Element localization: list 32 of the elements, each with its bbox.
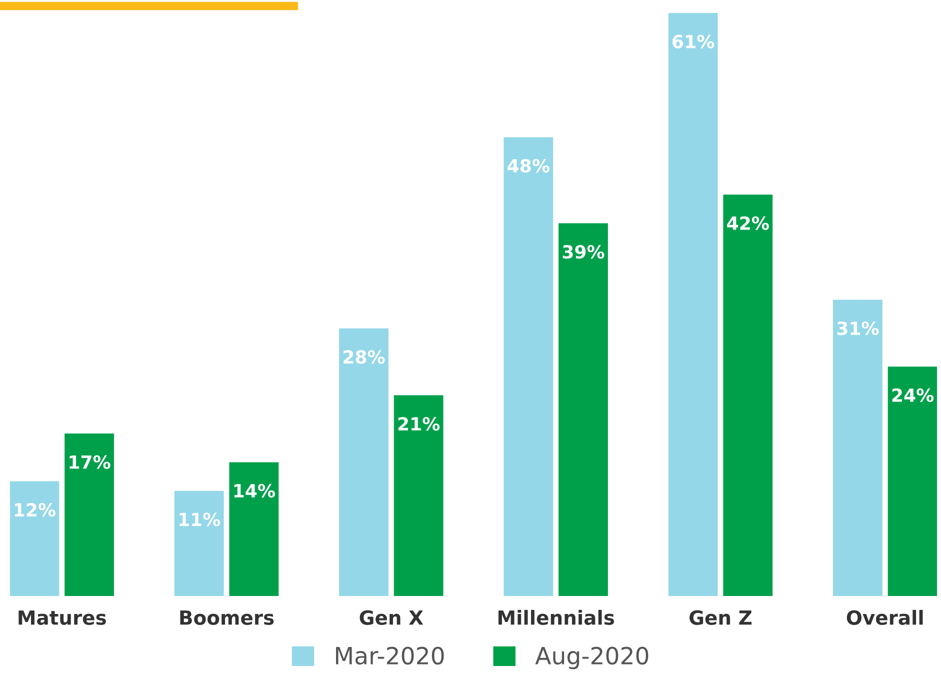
bar (723, 194, 773, 596)
data-label: 28% (344, 350, 385, 364)
x-tick-label: Boomers (180, 610, 274, 625)
data-label: 24% (892, 388, 934, 402)
bar (64, 434, 114, 596)
bar (174, 490, 224, 596)
x-tick-label: Millennials (498, 610, 614, 625)
bar (558, 223, 608, 596)
bar (504, 137, 554, 596)
legend-label: Mar-2020 (336, 646, 444, 665)
bar (10, 481, 60, 596)
legend-label: Aug-2020 (535, 646, 648, 670)
data-label: 42% (727, 216, 769, 230)
x-tick-label: Gen X (360, 610, 424, 625)
data-label: 21% (398, 417, 440, 431)
data-label: 48% (508, 158, 550, 173)
bar (668, 13, 718, 596)
data-label: 39% (562, 244, 604, 259)
data-label: 11% (180, 512, 220, 526)
x-tick-label: Overall (846, 610, 923, 625)
x-tick-label: Gen Z (690, 610, 752, 625)
data-label: 17% (70, 455, 110, 469)
data-label: 14% (234, 484, 275, 498)
data-label: 61% (672, 34, 714, 48)
bar (833, 300, 882, 596)
data-label: 31% (837, 321, 879, 336)
bar (229, 462, 279, 596)
bar (339, 328, 388, 596)
data-label: 12% (14, 503, 56, 517)
x-tick-label: Matures (18, 610, 106, 625)
bar (888, 366, 937, 596)
bar (394, 395, 444, 596)
